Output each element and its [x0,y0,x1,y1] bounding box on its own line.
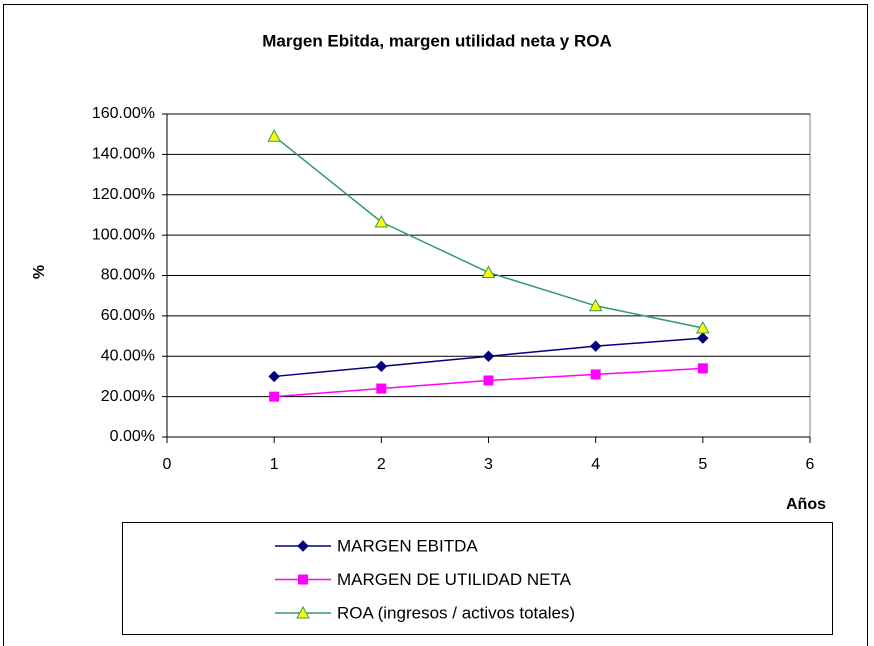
legend [122,522,833,635]
chart-title: Margen Ebitda, margen utilidad neta y RO… [262,31,612,50]
y-tick-label: 40.00% [101,347,155,364]
y-tick-label: 100.00% [92,226,155,243]
data-point [590,369,601,380]
x-tick-label: 1 [270,456,279,473]
y-tick-label: 60.00% [101,307,155,324]
legend-label: MARGEN EBITDA [337,536,478,555]
x-tick-label: 6 [806,456,815,473]
x-axis-label: Años [786,496,826,513]
x-tick-label: 4 [591,456,600,473]
data-point [268,370,280,383]
data-point [483,375,494,386]
data-point [697,363,708,374]
x-tick-label: 3 [484,456,493,473]
data-point [588,298,603,312]
data-point [376,383,387,394]
data-point [482,350,495,362]
data-point [374,214,389,228]
legend-marker [297,540,309,552]
data-point [267,129,282,142]
data-point [589,340,602,352]
legend-marker [296,605,310,619]
data-point [375,360,388,373]
x-tick-label: 5 [698,456,707,473]
y-tick-label: 160.00% [92,105,155,122]
y-tick-label: 80.00% [101,267,155,284]
y-tick-label: 20.00% [101,388,155,405]
legend-label: MARGEN DE UTILIDAD NETA [337,570,572,589]
legend-label: ROA (ingresos / activos totales) [337,603,575,622]
y-axis-label: % [31,265,48,279]
y-tick-label: 120.00% [92,186,155,203]
data-point [269,391,280,402]
x-tick-label: 2 [377,456,386,473]
data-point [695,320,710,334]
data-point [481,265,496,278]
y-tick-label: 140.00% [92,146,155,163]
y-tick-label: 0.00% [110,428,155,445]
x-tick-label: 0 [163,456,172,473]
legend-marker [298,574,308,585]
data-point [697,332,709,344]
